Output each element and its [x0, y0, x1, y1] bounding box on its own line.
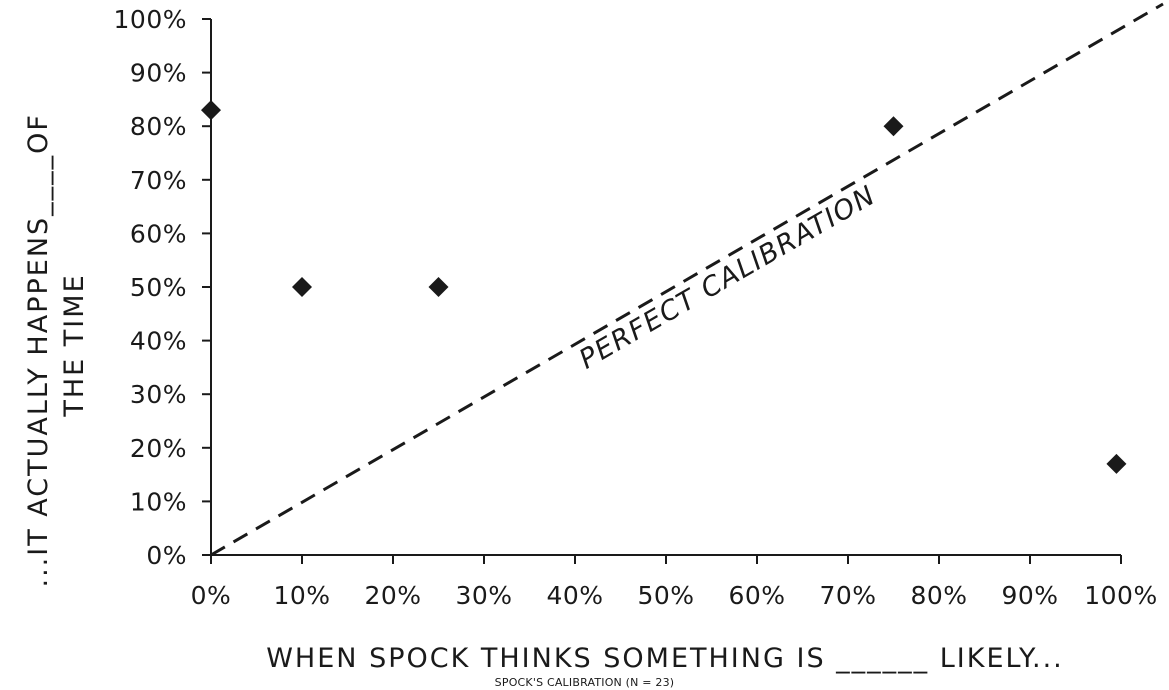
- x-tick-label: 90%: [1001, 581, 1058, 610]
- x-tick-label: 50%: [637, 581, 694, 610]
- x-tick-label: 0%: [191, 581, 232, 610]
- x-tick-label: 10%: [273, 581, 330, 610]
- data-point: [201, 100, 221, 121]
- y-axis-title-line-2: THE TIME: [59, 273, 90, 417]
- x-tick-label: 70%: [819, 581, 876, 610]
- y-tick-label: 10%: [130, 487, 187, 516]
- y-axis-title-line-1: ...IT ACTUALLY HAPPENS____OF: [23, 113, 54, 587]
- y-tick-label: 100%: [114, 5, 187, 34]
- y-axis: 0% 10% 20% 30% 40% 50% 60% 70% 80% 90% 100%: [114, 5, 212, 570]
- data-point: [1106, 453, 1127, 474]
- y-tick-label: 80%: [130, 112, 187, 141]
- x-tick-label: 100%: [1084, 581, 1157, 610]
- y-tick-label: 90%: [130, 59, 187, 88]
- y-tick-label: 60%: [130, 219, 187, 248]
- x-axis: 0% 10% 20% 30% 40% 50% 60% 70% 80% 90% 100%: [191, 554, 1157, 610]
- x-tick-label: 60%: [728, 581, 785, 610]
- y-tick-label: 70%: [130, 166, 187, 195]
- y-axis-title: ...IT ACTUALLY HAPPENS____OF THE TIME: [23, 102, 90, 587]
- x-tick-label: 80%: [910, 581, 967, 610]
- y-tick-label: 30%: [130, 380, 187, 409]
- chart-caption: SPOCK'S CALIBRATION (N = 23): [494, 676, 675, 689]
- y-tick-label: 0%: [146, 541, 187, 570]
- y-tick-label: 50%: [130, 273, 187, 302]
- data-point: [883, 116, 904, 137]
- x-tick-label: 30%: [455, 581, 512, 610]
- data-points: [201, 100, 1127, 474]
- x-tick-label: 40%: [546, 581, 603, 610]
- perfect-calibration-line: PERFECT CALIBRATION: [210, 2, 1164, 557]
- x-axis-title: WHEN SPOCK THINKS SOMETHING IS ______ LI…: [266, 643, 1064, 674]
- reference-line-label: PERFECT CALIBRATION: [574, 180, 881, 376]
- y-tick-label: 40%: [130, 327, 187, 356]
- reference-line: [210, 2, 1164, 557]
- x-tick-label: 20%: [364, 581, 421, 610]
- data-point: [292, 277, 312, 297]
- y-tick-label: 20%: [130, 434, 187, 463]
- data-point: [428, 277, 449, 297]
